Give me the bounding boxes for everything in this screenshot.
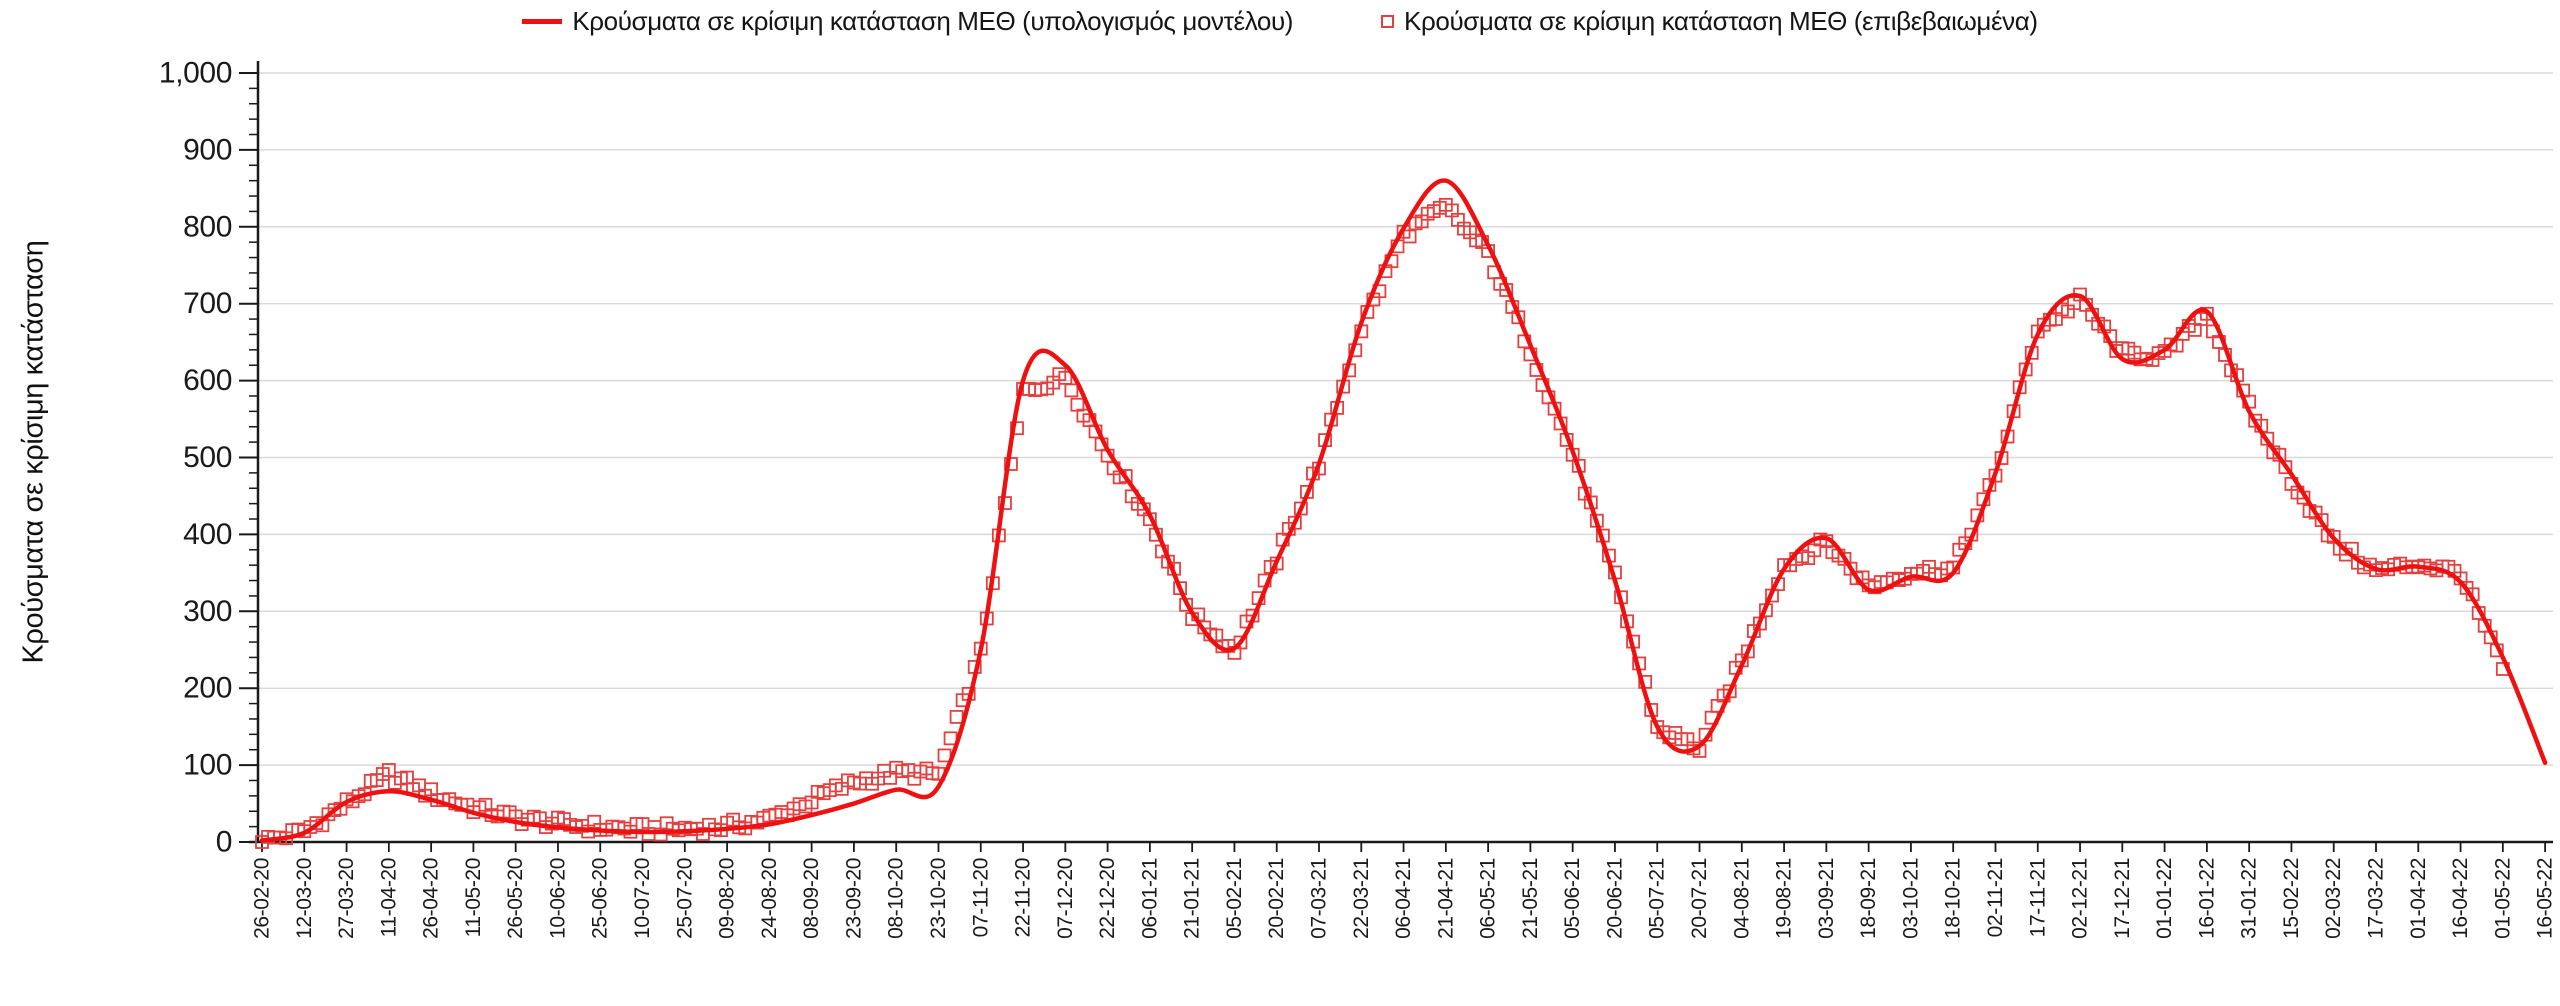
confirmed-marker	[1064, 383, 1079, 398]
x-axis-tick-label: 16-05-22	[2534, 858, 2557, 939]
x-axis-tick-label: 20-02-21	[1265, 858, 1288, 939]
x-axis-tick-label: 17-11-21	[2026, 858, 2049, 937]
x-axis-tick-label: 18-10-21	[1942, 858, 1965, 939]
x-axis-tick-label: 01-05-22	[2491, 858, 2514, 939]
x-axis-tick-label: 01-01-22	[2153, 858, 2176, 939]
x-axis-tick-label: 07-03-21	[1308, 858, 1331, 939]
x-axis-tick-label: 03-09-21	[1815, 858, 1838, 939]
x-axis-tick-label: 10-06-20	[546, 858, 569, 939]
y-axis-tick-label: 300	[183, 595, 232, 628]
x-axis-tick-label: 01-04-22	[2407, 858, 2430, 939]
x-axis-tick-label: 06-05-21	[1477, 858, 1500, 939]
x-axis-tick-label: 02-12-21	[2069, 858, 2092, 939]
y-axis-tick-label: 1,000	[159, 57, 232, 90]
x-axis-tick-label: 06-01-21	[1138, 858, 1161, 939]
confirmed-square-swatch-icon	[1381, 15, 1395, 28]
x-axis-tick-label: 08-10-20	[885, 858, 908, 939]
x-axis-tick-label: 16-01-22	[2195, 858, 2218, 939]
x-axis-tick-label: 22-03-21	[1350, 858, 1373, 939]
x-axis-tick-label: 02-03-22	[2322, 858, 2345, 939]
x-axis-tick-label: 05-02-21	[1223, 858, 1246, 939]
legend-item-model: Κρούσματα σε κρίσιμη κατάσταση ΜΕΘ (υπολ…	[522, 6, 1293, 37]
x-axis-tick-label: 25-07-20	[673, 858, 696, 939]
x-axis-tick-label: 19-08-21	[1773, 858, 1796, 939]
x-axis-tick-label: 22-11-20	[1012, 858, 1035, 937]
y-axis-tick-label: 700	[183, 287, 232, 320]
x-axis-tick-label: 21-04-21	[1434, 858, 1457, 939]
y-axis-tick-label: 500	[183, 441, 232, 474]
y-axis-tick-label: 800	[183, 210, 232, 243]
x-axis-tick-label: 04-08-21	[1730, 858, 1753, 939]
legend-confirmed-label: Κρούσματα σε κρίσιμη κατάσταση ΜΕΘ (επιβ…	[1404, 6, 2038, 36]
x-axis-tick-label: 27-03-20	[335, 858, 358, 939]
confirmed-marker	[1173, 581, 1187, 596]
x-axis-tick-label: 02-11-21	[1984, 858, 2007, 937]
confirmed-marker	[937, 748, 952, 763]
x-axis-tick-label: 17-12-21	[2111, 858, 2134, 939]
x-axis-tick-label: 05-07-21	[1646, 858, 1669, 939]
model-line-swatch-icon	[522, 19, 563, 24]
x-axis-tick-label: 07-11-20	[969, 858, 992, 937]
x-axis-tick-label: 26-04-20	[420, 858, 443, 939]
confirmed-marker	[1740, 644, 1755, 659]
legend-item-confirmed: Κρούσματα σε κρίσιμη κατάσταση ΜΕΘ (επιβ…	[1381, 6, 2038, 37]
x-axis-tick-label: 06-04-21	[1392, 858, 1415, 939]
confirmed-marker	[943, 731, 958, 746]
confirmed-marker	[949, 709, 964, 724]
y-axis-tick-label: 900	[183, 133, 232, 166]
x-axis-tick-label: 11-05-20	[462, 858, 485, 937]
x-axis-tick-label: 03-10-21	[1899, 858, 1922, 939]
x-axis-tick-label: 31-01-22	[2238, 858, 2261, 939]
confirmed-marker	[1287, 515, 1302, 530]
y-axis-tick-label: 100	[183, 749, 232, 782]
x-axis-tick-label: 23-10-20	[927, 858, 950, 939]
x-axis-tick-label: 10-07-20	[631, 858, 654, 939]
y-axis-tick-label: 400	[183, 518, 232, 551]
confirmed-marker	[1293, 501, 1308, 516]
confirmed-marker	[1118, 469, 1133, 483]
x-axis-tick-label: 23-09-20	[842, 858, 865, 939]
confirmed-markers	[255, 197, 2510, 849]
x-axis-tick-label: 07-12-20	[1054, 858, 1077, 939]
y-axis-tick-label: 600	[183, 364, 232, 397]
x-axis-tick-label: 25-06-20	[589, 858, 612, 939]
x-axis-tick-label: 11-04-20	[377, 858, 400, 937]
x-axis-tick-label: 17-03-22	[2365, 858, 2388, 939]
confirmed-marker	[2199, 306, 2214, 321]
x-axis-tick-label: 26-05-20	[504, 858, 527, 939]
x-axis-tick-label: 08-09-20	[800, 858, 823, 939]
confirmed-marker	[1402, 229, 1417, 244]
x-axis-tick-label: 22-12-20	[1096, 858, 1119, 939]
x-axis-tick-label: 18-09-21	[1857, 858, 1880, 939]
x-axis-tick-label: 09-08-20	[716, 858, 739, 939]
x-axis-tick-label: 05-06-21	[1561, 858, 1584, 939]
x-axis-tick-label: 16-04-22	[2449, 858, 2472, 939]
x-axis-tick-label: 21-01-21	[1181, 858, 1204, 939]
confirmed-marker	[2278, 460, 2293, 475]
x-axis-tick-label: 15-02-22	[2280, 858, 2303, 939]
model-line	[259, 178, 2548, 843]
x-axis-tick-label: 12-03-20	[293, 858, 316, 939]
y-axis-tick-label: 200	[183, 672, 232, 705]
x-axis-tick-label: 20-06-21	[1603, 858, 1626, 939]
x-axis-tick-label: 26-02-20	[251, 858, 274, 939]
legend-model-label: Κρούσματα σε κρίσιμη κατάσταση ΜΕΘ (υπολ…	[572, 6, 1294, 36]
y-axis-tick-label: 0	[216, 826, 232, 859]
x-axis-tick-label: 24-08-20	[758, 858, 781, 939]
x-axis-tick-label: 21-05-21	[1519, 858, 1542, 939]
confirmed-marker	[1233, 635, 1248, 650]
legend: Κρούσματα σε κρίσιμη κατάσταση ΜΕΘ (υπολ…	[0, 6, 2560, 37]
confirmed-marker	[2260, 431, 2275, 446]
x-axis-tick-label: 20-07-21	[1688, 858, 1711, 939]
